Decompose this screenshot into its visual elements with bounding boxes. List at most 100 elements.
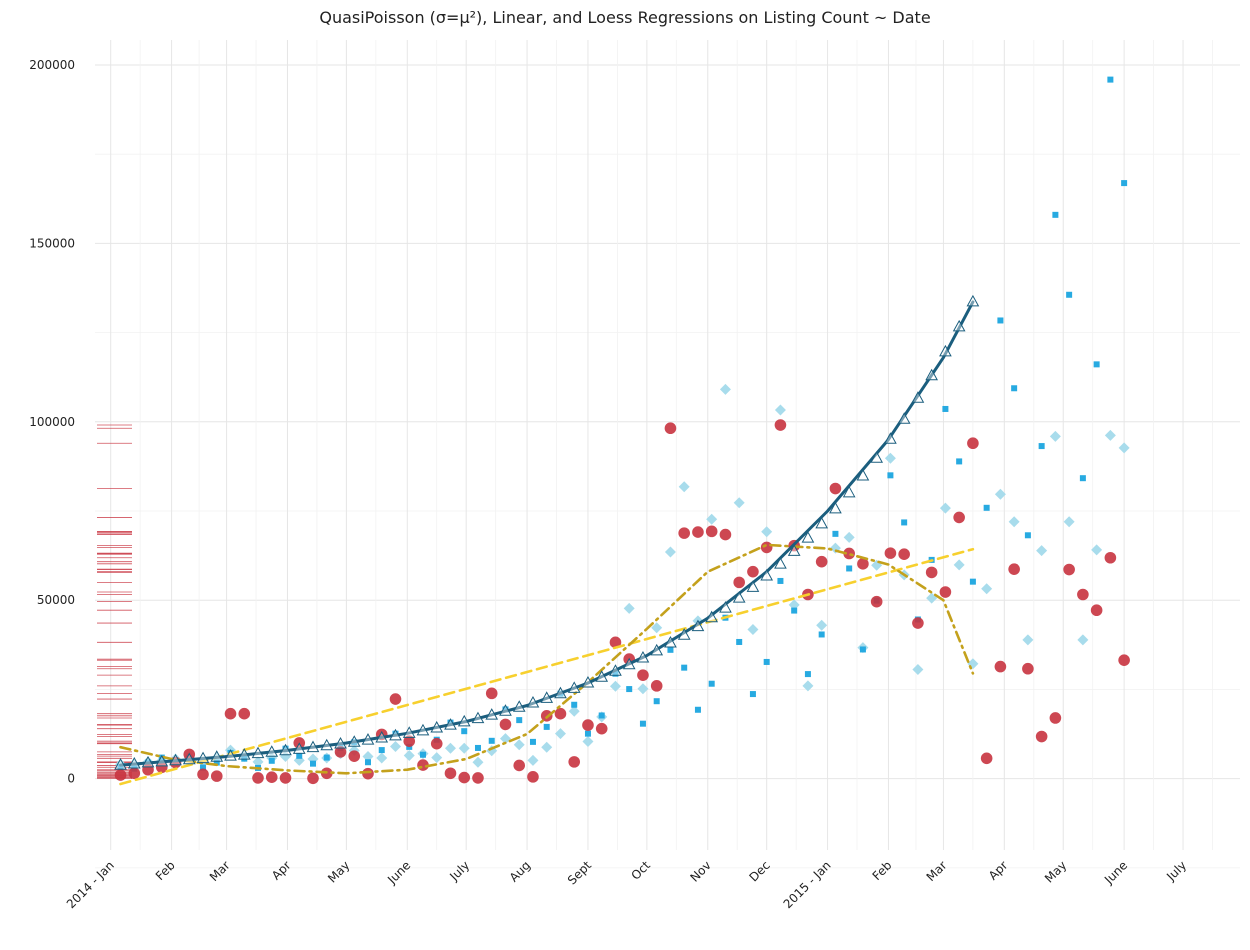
- fitted-triangle-point: [746, 580, 760, 592]
- blue-square-point: [268, 757, 275, 764]
- blue-square-point: [282, 745, 289, 752]
- lightblue-diamond-point: [651, 622, 663, 634]
- lightblue-diamond-point: [444, 742, 456, 754]
- red-circle-point: [155, 761, 168, 774]
- lightblue-diamond-point: [1036, 545, 1048, 557]
- fitted-triangle-point: [306, 740, 320, 753]
- red-circle-point: [760, 541, 773, 554]
- fitted-triangle-point: [265, 745, 279, 757]
- lightblue-diamond-point: [1022, 634, 1034, 646]
- blue-square-point: [846, 565, 853, 572]
- blue-square-point: [901, 519, 908, 526]
- blue-square-point: [378, 747, 385, 754]
- lightblue-diamond-point: [1118, 442, 1130, 454]
- lightblue-diamond-point: [733, 497, 745, 509]
- fitted-triangle-point: [691, 619, 705, 632]
- fitted-triangle-point: [870, 451, 884, 463]
- red-circle-point: [774, 419, 787, 431]
- blue-square-point: [804, 671, 811, 678]
- axis-layer: 0 50000 100000 150000 200000 2014 - Jan Feb Mar…: [29, 58, 1189, 911]
- y-tick-label: 200000: [29, 58, 75, 72]
- x-tick-label: June: [1101, 858, 1130, 887]
- fitted-triangle-point: [155, 754, 169, 767]
- fitted-triangle-point: [567, 681, 581, 693]
- red-circle-point: [1035, 730, 1048, 743]
- blue-square-point: [832, 530, 839, 537]
- red-circle-point: [939, 586, 952, 598]
- red-circle-point: [527, 771, 539, 783]
- red-circle-point: [898, 548, 910, 560]
- lightblue-diamond-point: [994, 488, 1006, 500]
- red-circle-point: [595, 722, 608, 735]
- blue-square-point: [474, 744, 481, 751]
- fitted-triangle-point: [842, 485, 856, 498]
- lightblue-diamond-point: [403, 749, 415, 761]
- fitted-triangle-point: [911, 391, 925, 403]
- lightblue-diamond-point: [719, 383, 731, 395]
- x-tick-label: Feb: [870, 858, 895, 883]
- fitted-triangle-point: [952, 319, 966, 332]
- blue-square-point: [516, 717, 523, 724]
- fitted-triangle-point: [829, 501, 842, 514]
- fitted-triangle-point: [650, 643, 664, 656]
- fit-line-linear: [119, 547, 975, 786]
- lightblue-diamond-point: [1049, 430, 1061, 442]
- fitted-triangle-point: [774, 557, 787, 569]
- fitted-triangle-point: [815, 516, 829, 529]
- blue-square-point: [859, 646, 866, 653]
- lightblue-diamond-point: [582, 736, 594, 748]
- lightblue-diamond-point: [953, 559, 965, 571]
- fitted-triangle-point: [279, 743, 292, 756]
- points-layer: [114, 76, 1130, 785]
- fitted-triangle-point: [664, 636, 677, 648]
- lightblue-diamond-point: [623, 602, 635, 614]
- blue-square-point: [543, 723, 550, 730]
- red-circle-point: [953, 511, 965, 524]
- blue-square-point: [598, 712, 605, 719]
- red-circle-point: [279, 772, 292, 784]
- blue-square-point: [1066, 291, 1073, 298]
- chart-title: QuasiPoisson (σ=μ²), Linear, and Loess R…: [319, 8, 931, 27]
- lightblue-diamond-point: [252, 756, 264, 768]
- blue-square-point: [488, 737, 495, 744]
- red-circle-point: [582, 719, 594, 731]
- fitted-triangle-point: [719, 601, 732, 613]
- lightblue-diamond-point: [554, 728, 566, 740]
- lightblue-diamond-point: [816, 619, 828, 631]
- lightblue-diamond-point: [967, 658, 979, 670]
- red-circle-point: [857, 558, 869, 570]
- blue-square-point: [158, 754, 165, 761]
- red-circle-point: [554, 707, 567, 720]
- red-circle-point: [197, 768, 209, 781]
- blue-square-point: [1052, 211, 1059, 218]
- fitted-triangle-point: [196, 751, 210, 764]
- red-circle-point: [1008, 563, 1020, 575]
- x-tick-label: 2014 - Jan: [64, 858, 117, 911]
- lightblue-diamond-point: [761, 526, 773, 538]
- fitted-triangle-point: [732, 591, 746, 603]
- red-circle-point: [389, 693, 402, 705]
- red-circle-point: [994, 660, 1007, 673]
- lightblue-diamond-point: [1063, 516, 1075, 528]
- fitted-triangle-point: [526, 695, 540, 708]
- fits-layer: [114, 294, 980, 786]
- blue-square-point: [529, 738, 536, 745]
- fitted-triangle-point: [402, 726, 416, 738]
- red-circle-point: [458, 771, 471, 784]
- red-circle-point: [829, 482, 842, 495]
- lightblue-diamond-point: [609, 680, 621, 692]
- x-tick-label: Aug: [507, 858, 533, 884]
- red-circle-point: [1022, 662, 1034, 675]
- grid-layer: [95, 40, 1240, 869]
- lightblue-diamond-point: [747, 623, 759, 635]
- red-circle-point: [334, 746, 347, 758]
- blue-square-point: [969, 578, 976, 585]
- lightblue-diamond-point: [802, 680, 814, 692]
- red-circle-point: [210, 770, 223, 782]
- blue-square-point: [584, 730, 591, 737]
- fitted-triangle-point: [966, 294, 980, 307]
- red-circle-point: [430, 737, 443, 750]
- red-circle-point: [815, 555, 828, 568]
